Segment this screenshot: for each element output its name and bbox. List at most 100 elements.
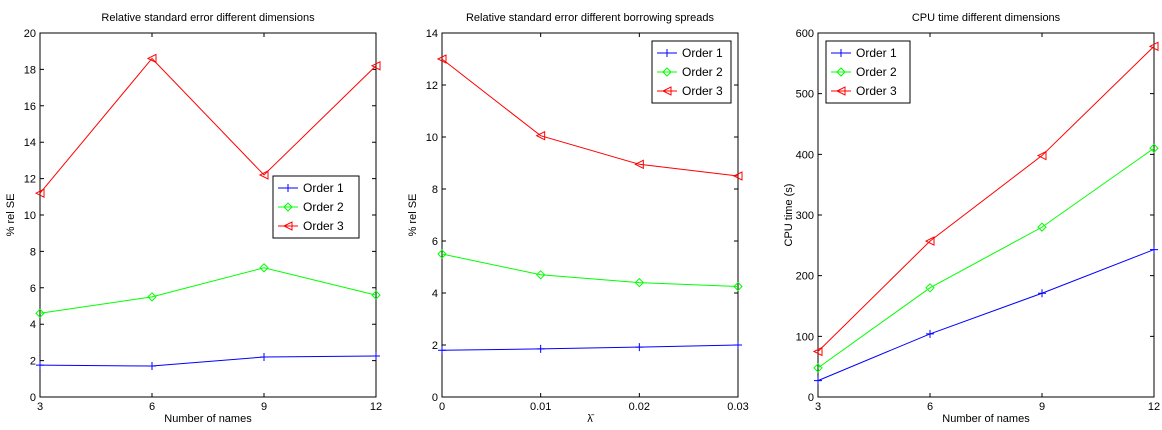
data-point — [148, 362, 156, 371]
legend-marker — [661, 86, 672, 96]
y-tick-label: 0 — [432, 392, 438, 404]
y-tick-label: 6 — [30, 283, 36, 295]
x-tick-label: 0.02 — [629, 401, 650, 413]
series-order-2 — [813, 143, 1159, 373]
legend-entry: Order 1 — [831, 46, 897, 60]
series-line — [441, 58, 739, 177]
y-tick-label: 4 — [30, 319, 36, 331]
series-line — [441, 344, 739, 351]
data-point — [812, 346, 823, 357]
y-tick-label: 8 — [432, 184, 438, 196]
legend-label: Order 1 — [856, 46, 897, 60]
data-point — [813, 363, 823, 373]
series-line — [817, 147, 1155, 369]
y-tick-label: 12 — [24, 174, 36, 186]
data-point — [734, 341, 742, 349]
series-order-3 — [436, 54, 743, 181]
data-point — [1150, 245, 1158, 254]
y-tick-label: 8 — [30, 246, 36, 258]
legend-marker — [663, 49, 671, 57]
x-tick-label: 0.03 — [727, 401, 748, 413]
series-order-3 — [34, 53, 381, 198]
legend-marker — [835, 86, 846, 96]
y-tick-label: 12 — [426, 80, 438, 92]
x-tick-label: 12 — [370, 401, 382, 413]
y-tick-label: 500 — [796, 89, 814, 101]
series-line — [817, 249, 1155, 382]
y-tick-label: 2 — [432, 340, 438, 352]
y-tick-label: 0 — [808, 392, 814, 404]
legend-entry: Order 2 — [278, 200, 344, 214]
data-point — [36, 361, 44, 370]
series-order-2 — [437, 249, 743, 292]
series-line — [817, 45, 1155, 352]
data-point — [732, 171, 743, 181]
data-point — [259, 263, 269, 273]
series-order-1 — [36, 352, 380, 371]
legend: Order 1 Order 2 Order 3 — [651, 40, 732, 104]
series-order-3 — [812, 41, 1159, 357]
y-tick-label: 10 — [24, 210, 36, 222]
y-tick-label: 2 — [30, 356, 36, 368]
chart-title: Relative standard error different borrow… — [466, 12, 715, 24]
legend-marker — [662, 67, 672, 77]
series-order-1 — [814, 245, 1158, 385]
legend-marker — [836, 67, 846, 77]
series-line — [39, 57, 377, 194]
chart-panel-1: Relative standard error different dimens… — [5, 12, 382, 425]
data-point — [1036, 150, 1047, 161]
x-tick-label: 0.01 — [530, 401, 551, 413]
data-point — [1038, 289, 1046, 298]
data-point — [1149, 143, 1159, 153]
y-tick-label: 100 — [796, 331, 814, 343]
series-line — [39, 267, 377, 314]
data-point — [371, 290, 381, 300]
y-tick-label: 200 — [796, 271, 814, 283]
data-point — [436, 54, 447, 64]
legend-entry: Order 1 — [278, 181, 344, 195]
data-point — [635, 343, 644, 352]
x-axis-label: Number of names — [942, 413, 1030, 425]
y-tick-label: 300 — [796, 210, 814, 222]
legend: Order 1 Order 2 Order 3 — [825, 40, 911, 104]
legend-marker — [282, 221, 293, 231]
chart-title: Relative standard error different dimens… — [101, 12, 315, 24]
y-tick-label: 400 — [796, 149, 814, 161]
series-order-2 — [35, 263, 381, 318]
legend-label: Order 2 — [682, 65, 723, 79]
data-point — [34, 188, 45, 198]
legend-label: Order 2 — [303, 200, 344, 214]
data-point — [1148, 41, 1159, 52]
y-tick-label: 20 — [24, 28, 36, 40]
y-tick-label: 6 — [432, 236, 438, 248]
y-axis-label: % rel SE — [407, 194, 419, 237]
data-point — [536, 344, 545, 353]
data-point — [924, 236, 935, 246]
legend-entry: Order 2 — [831, 65, 897, 79]
series-line — [441, 253, 739, 287]
data-point — [437, 249, 447, 259]
legend-label: Order 3 — [303, 219, 344, 233]
x-tick-label: 12 — [1148, 401, 1160, 413]
data-point — [925, 283, 935, 293]
legend-marker — [283, 202, 293, 212]
x-tick-label: 0 — [439, 401, 445, 413]
legend-entry: Order 3 — [657, 84, 723, 98]
y-tick-label: 14 — [24, 137, 36, 149]
data-point — [370, 60, 381, 71]
data-point — [535, 270, 546, 280]
x-axis-label: Number of names — [164, 413, 252, 425]
legend-marker — [284, 184, 292, 192]
legend-label: Order 3 — [856, 84, 897, 98]
series-line — [39, 355, 377, 367]
x-tick-label: 6 — [927, 401, 933, 413]
y-tick-label: 14 — [426, 28, 438, 40]
data-point — [258, 170, 269, 180]
x-tick-label: 3 — [815, 401, 821, 413]
chart-title: CPU time different dimensions — [912, 12, 1061, 24]
data-point — [438, 346, 446, 355]
data-point — [260, 352, 268, 361]
chart-panel-3: CPU time different dimensions 0 100 200 300 4… — [783, 12, 1160, 425]
